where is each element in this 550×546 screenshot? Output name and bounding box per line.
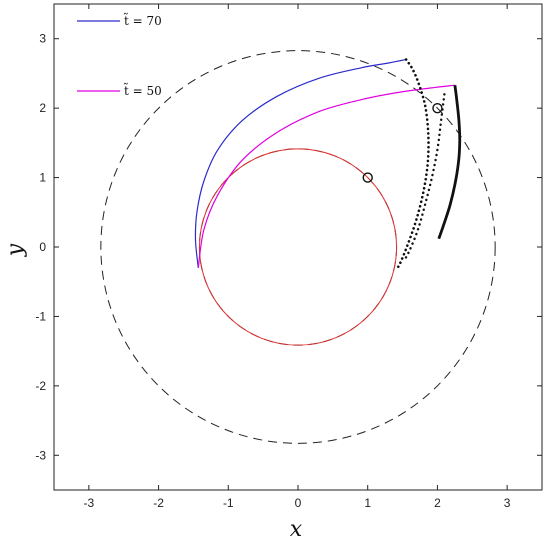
plot-shapes xyxy=(100,50,496,444)
x-tick-label: -2 xyxy=(153,496,164,510)
thick-curve xyxy=(437,85,462,240)
x-tick-label: -1 xyxy=(223,496,234,510)
x-tick-label: 2 xyxy=(434,496,441,510)
plot-frame xyxy=(53,3,543,491)
x-axis-label: x xyxy=(290,517,303,542)
x-tick-label: 0 xyxy=(295,496,302,510)
series-line-0 xyxy=(194,58,407,268)
red-circle xyxy=(198,148,398,346)
y-axis-label: y xyxy=(3,243,28,257)
legend-label-0: t̃ = 70 xyxy=(124,12,162,28)
y-tick-label: -2 xyxy=(35,379,46,393)
y-tick-label: -3 xyxy=(35,448,46,462)
legend: t̃ = 70 t̃ = 50 xyxy=(77,12,162,98)
marker-circle-0 xyxy=(362,172,373,183)
dotted-curve-2 xyxy=(402,93,446,263)
dotted-curve xyxy=(396,58,430,270)
x-tick-label: 3 xyxy=(504,496,511,510)
ticks: -3 -2 -1 0 1 2 3 -3 -2 -1 0 1 2 3 xyxy=(35,4,542,510)
x-tick-label: -3 xyxy=(84,496,95,510)
y-tick-label: 1 xyxy=(39,171,46,185)
y-tick-label: 2 xyxy=(39,101,46,115)
dashed-circle-1 xyxy=(100,50,496,444)
y-tick-label: 3 xyxy=(39,32,46,46)
marker-circle-1 xyxy=(432,102,443,114)
legend-label-1: t̃ = 50 xyxy=(124,82,162,98)
x-tick-label: 1 xyxy=(364,496,371,510)
series-line-1 xyxy=(197,84,455,268)
y-tick-label: 0 xyxy=(39,240,46,254)
y-tick-label: -1 xyxy=(35,309,46,323)
dashed-circle-0 xyxy=(198,148,398,346)
